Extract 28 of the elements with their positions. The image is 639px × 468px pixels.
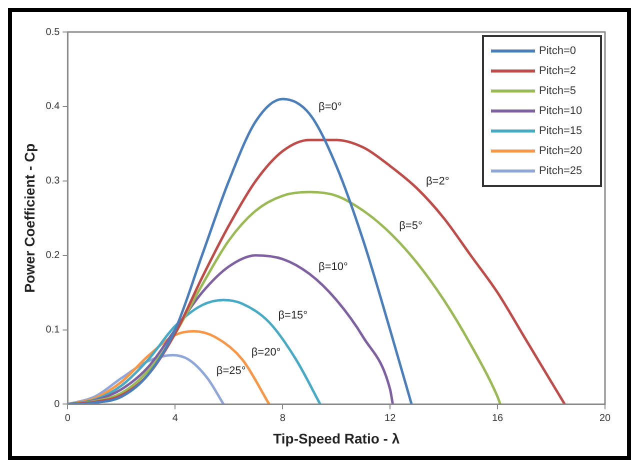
x-tick-label: 0: [64, 412, 71, 424]
legend-label: Pitch=25: [539, 165, 582, 178]
annotation: β=20°: [251, 346, 281, 359]
x-tick-label: 12: [384, 412, 396, 424]
annotation: β=10°: [318, 260, 348, 273]
legend-label: Pitch=20: [539, 145, 582, 158]
y-tick-label: 0.3: [46, 176, 60, 187]
annotation: β=15°: [278, 309, 308, 322]
legend-label: Pitch=5: [539, 85, 576, 98]
annotation: β=25°: [216, 365, 246, 378]
annotation: β=5°: [399, 220, 422, 232]
y-axis-title: Power Coefficient - Cp: [21, 143, 38, 293]
x-tick-label: 4: [172, 412, 178, 424]
annotation: β=2°: [426, 175, 450, 188]
x-axis-title: Tip-Speed Ratio - λ: [273, 430, 400, 446]
y-tick-label: 0.5: [46, 26, 60, 38]
x-tick-label: 20: [599, 412, 611, 424]
legend-label: Pitch=10: [539, 105, 582, 118]
y-tick-label: 0: [54, 398, 60, 410]
y-tick-label: 0.4: [46, 101, 60, 112]
legend-label: Pitch=0: [539, 45, 576, 58]
annotation: β=0°: [318, 100, 342, 113]
legend-label: Pitch=2: [539, 65, 576, 78]
x-tick-label: 16: [492, 412, 504, 424]
y-tick-label: 0.1: [46, 324, 60, 336]
x-tick-label: 8: [280, 412, 286, 424]
y-tick-label: 0.2: [46, 250, 60, 262]
legend-label: Pitch=15: [539, 125, 582, 138]
